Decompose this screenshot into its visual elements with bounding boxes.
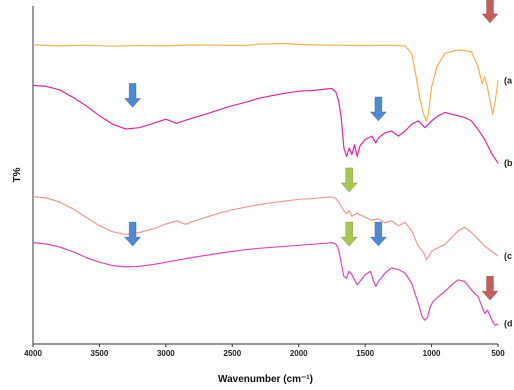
peak-arrow [340, 167, 358, 193]
peak-arrow [481, 0, 499, 24]
x-tick-label: 3500 [91, 349, 109, 358]
x-tick-label: 1000 [423, 349, 441, 358]
peak-arrow [123, 83, 142, 108]
spectrum-series-1 [32, 42, 499, 122]
peak-arrow [369, 96, 388, 122]
peak-arrow [481, 275, 499, 301]
series-label-2: (b [504, 158, 513, 168]
x-tick-label: 3000 [157, 349, 175, 358]
x-tick-label: 2000 [290, 349, 308, 358]
x-tick-label: 1500 [356, 349, 374, 358]
spectrum-series-4 [32, 242, 499, 326]
series-label-4: (d [504, 319, 513, 329]
spectra-series [32, 42, 499, 326]
x-axis-title: Wavenumber (cm⁻¹) [218, 374, 313, 385]
x-tick-label: 500 [491, 349, 505, 358]
peak-arrow [123, 221, 142, 247]
peak-arrows [123, 0, 499, 301]
y-axis-title: T% [12, 167, 23, 182]
spectrum-series-3 [32, 196, 499, 261]
peak-arrow [369, 221, 388, 247]
axes: 4000 3500 3000 2500 2000 1500 1000 500 [24, 6, 505, 358]
x-tick-label: 4000 [24, 349, 42, 358]
series-label-3: (c [504, 251, 512, 261]
peak-arrow [340, 221, 358, 247]
labels: Wavenumber (cm⁻¹) T% (a (b (c (d [12, 75, 513, 385]
series-label-1: (a [504, 75, 513, 85]
spectrum-series-2 [32, 84, 499, 164]
x-tick-label: 2500 [223, 349, 241, 358]
